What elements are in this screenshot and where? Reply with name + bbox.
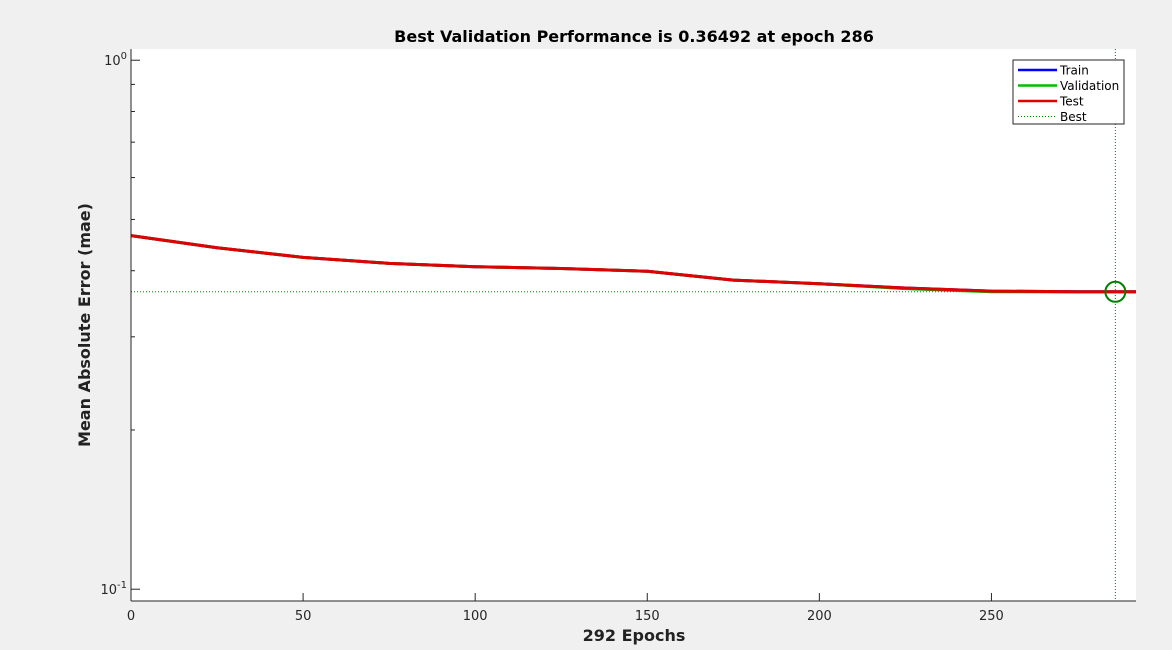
legend-label-best: Best (1060, 110, 1087, 124)
x-tick-label: 150 (635, 609, 660, 624)
series-line-test (130, 234, 1136, 294)
y-ticks: 100 10-1 (100, 51, 140, 598)
x-tick-label: 50 (295, 609, 312, 624)
series-lines (130, 234, 1136, 294)
plot-area: 0 50 100 150 200 250 100 10-1 (100, 49, 1136, 624)
y-axis-label: Mean Absolute Error (mae) (75, 203, 94, 447)
best-marker (1104, 280, 1127, 303)
legend-label-test: Test (1059, 95, 1084, 109)
axes-frame (130, 49, 1136, 602)
chart-title: Best Validation Performance is 0.36492 a… (394, 27, 874, 46)
legend-label-train: Train (1059, 64, 1089, 78)
x-axis-label: 292 Epochs (583, 626, 686, 645)
y-tick-label: 100 (104, 51, 127, 69)
best-point-circle (1104, 280, 1127, 303)
y-tick-label: 10-1 (100, 580, 127, 598)
legend-label-validation: Validation (1060, 79, 1119, 93)
x-tick-label: 250 (979, 609, 1004, 624)
axes-background (131, 49, 1136, 601)
x-tick-label: 100 (463, 609, 488, 624)
x-tick-label: 200 (807, 609, 832, 624)
x-ticks: 0 50 100 150 200 250 (127, 593, 1004, 624)
x-tick-label: 0 (127, 609, 135, 624)
